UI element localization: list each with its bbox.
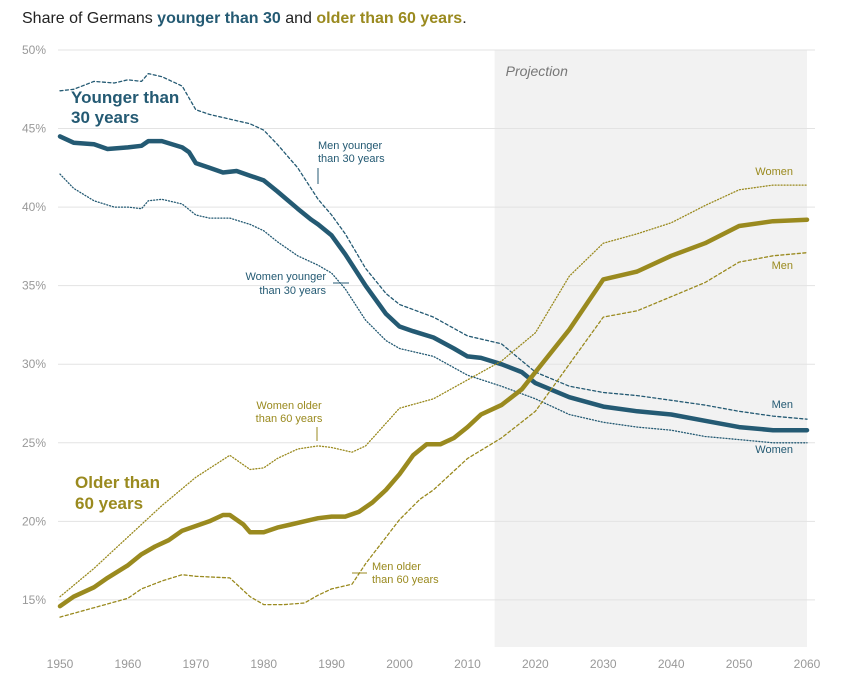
projection-label: Projection — [506, 63, 568, 79]
y-tick-label: 30% — [22, 357, 46, 371]
y-tick-label: 50% — [22, 43, 46, 57]
y-tick-label: 45% — [22, 122, 46, 136]
y-tick-label: 20% — [22, 514, 46, 528]
men-old-annotation: than 60 years — [372, 574, 439, 586]
women-young-end-label: Women — [755, 444, 793, 456]
women-old-end-label: Women — [755, 166, 793, 178]
x-tick-label: 1970 — [182, 657, 209, 671]
young-series-label: 30 years — [71, 108, 139, 127]
x-tick-label: 2050 — [726, 657, 753, 671]
x-tick-label: 1950 — [47, 657, 74, 671]
x-tick-label: 2000 — [386, 657, 413, 671]
y-tick-label: 35% — [22, 279, 46, 293]
women-old-annotation: Women older — [256, 400, 322, 412]
series-line-4 — [59, 184, 808, 598]
title-suffix: . — [462, 10, 467, 27]
x-tick-label: 1960 — [115, 657, 142, 671]
old-series-label: Older than — [75, 473, 160, 492]
series-line-1 — [59, 72, 808, 420]
y-tick-label: 40% — [22, 200, 46, 214]
title-highlight-old: older than 60 years — [316, 10, 463, 27]
title-prefix: Share of Germans — [22, 10, 158, 27]
series-line-3 — [57, 217, 810, 609]
y-tick-label: 15% — [22, 593, 46, 607]
x-tick-label: 2060 — [794, 657, 821, 671]
men-old-annotation: Men older — [372, 561, 421, 573]
series-line-5 — [59, 252, 808, 618]
x-tick-label: 2020 — [522, 657, 549, 671]
chart-title: Share of Germans younger than 30 and old… — [22, 10, 467, 28]
series-line-2 — [59, 173, 808, 444]
young-series-label: Younger than — [71, 88, 179, 107]
x-tick-label: 2030 — [590, 657, 617, 671]
old-series-label: 60 years — [75, 494, 143, 513]
men-young-annotation: Men younger — [318, 140, 383, 152]
x-tick-label: 2040 — [658, 657, 685, 671]
men-young-annotation: than 30 years — [318, 153, 385, 165]
women-young-annotation: Women younger — [245, 271, 326, 283]
projection-band — [494, 50, 807, 647]
men-young-end-label: Men — [772, 399, 793, 411]
women-young-annotation: than 30 years — [259, 285, 326, 297]
x-tick-label: 1980 — [250, 657, 277, 671]
title-highlight-young: younger than 30 — [157, 10, 281, 27]
title-middle: and — [280, 10, 317, 27]
men-old-end-label: Men — [772, 260, 793, 272]
women-old-annotation: than 60 years — [256, 413, 323, 425]
y-tick-label: 25% — [22, 436, 46, 450]
x-tick-label: 1990 — [318, 657, 345, 671]
x-tick-label: 2010 — [454, 657, 481, 671]
series-line-0 — [57, 134, 810, 433]
